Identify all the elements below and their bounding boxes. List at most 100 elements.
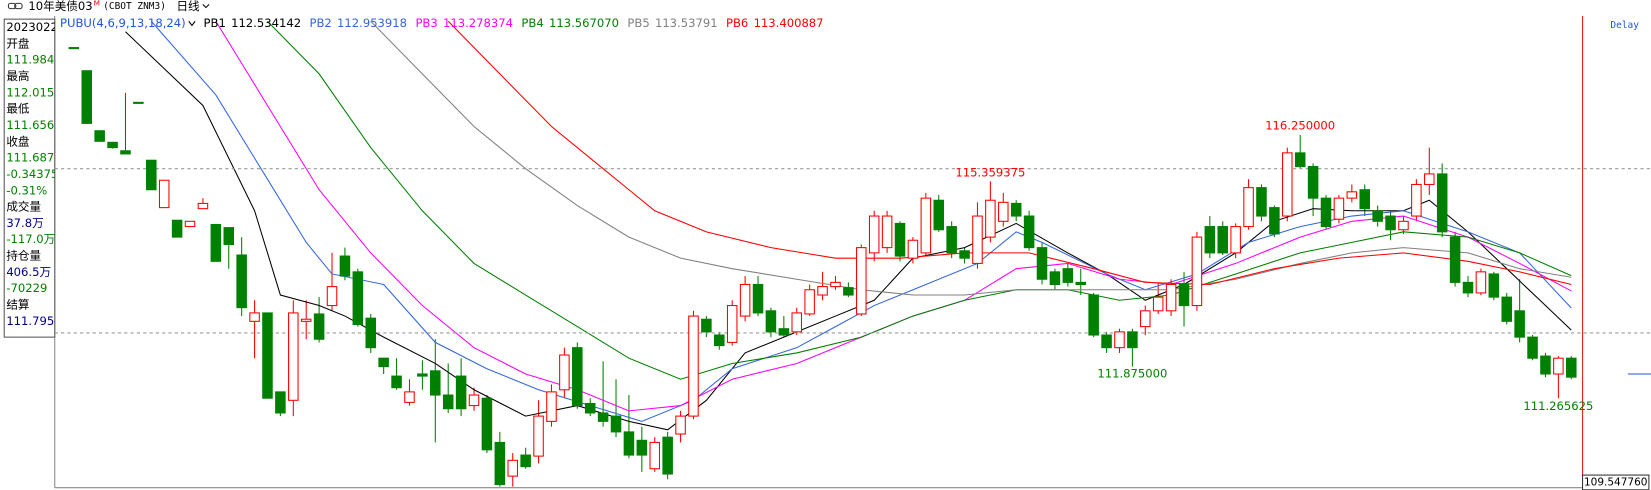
candle-body — [907, 239, 919, 259]
candle-body — [933, 199, 945, 231]
candle-body — [223, 227, 235, 245]
candle-body — [107, 141, 118, 149]
legend-name: PB1 — [204, 16, 226, 30]
candle-body — [1436, 173, 1448, 233]
legend-name: PB4 — [521, 16, 543, 30]
candle-body — [1346, 191, 1358, 199]
candle-body — [1127, 331, 1138, 349]
indicator-line — [150, 20, 1572, 422]
candle-body — [572, 347, 583, 407]
legend-name: PB3 — [415, 16, 437, 30]
info-row: 111.98437 — [6, 53, 69, 67]
candle-body — [830, 281, 841, 288]
info-row: -117.0万 — [6, 232, 55, 246]
candle-body — [1385, 215, 1396, 231]
info-row: -70229 — [6, 281, 47, 295]
info-row: 结算 — [6, 298, 29, 312]
period-selector[interactable]: 日线 — [176, 0, 200, 13]
candle-body — [1475, 271, 1487, 294]
indicator-dropdown-arrow — [188, 20, 196, 27]
candle-body — [507, 459, 519, 477]
candle-body — [662, 436, 673, 475]
candle-body — [133, 101, 144, 104]
info-row: 收盘 — [6, 134, 30, 148]
candle-body — [1527, 336, 1538, 359]
candle-body — [985, 199, 996, 238]
candle-body — [275, 391, 286, 414]
legend-value: 112.534142 — [231, 16, 301, 30]
app-icon — [7, 2, 23, 10]
candle-body — [998, 201, 1009, 222]
candle-body — [365, 317, 377, 349]
legend-name: PB2 — [309, 16, 331, 30]
candle-body — [1023, 215, 1035, 249]
candle-body — [714, 334, 725, 347]
candle-body — [262, 312, 273, 399]
info-row: -0.31% — [6, 183, 47, 197]
info-panel-text: 20230221 开盘 111.98437 最高 112.01562 最低 111.6562… — [6, 20, 69, 328]
candle-body — [1036, 247, 1048, 280]
candle-body — [856, 247, 867, 315]
indicator-name: PUBU(4,6,9,13,18,24) — [60, 16, 186, 30]
candle-body — [1398, 220, 1409, 231]
candle-body — [623, 431, 635, 456]
period-dropdown-arrow — [202, 4, 210, 9]
candle-body — [391, 375, 402, 389]
candle-body — [146, 159, 157, 191]
candle-body — [1101, 334, 1112, 349]
candle-body — [843, 287, 854, 296]
candle-body — [1152, 296, 1164, 312]
candle-body — [1269, 207, 1280, 235]
candle-body — [1333, 197, 1345, 220]
candle-body — [120, 150, 131, 155]
price-annotation: 111.265625 — [1523, 399, 1593, 413]
candle-body — [68, 47, 80, 50]
candle-body — [778, 328, 790, 336]
info-panel — [3, 18, 56, 338]
candle-body — [739, 283, 751, 317]
candle-body — [959, 250, 970, 259]
candle-body — [1256, 187, 1267, 217]
candle-body — [1488, 273, 1500, 298]
title-superscript: M — [94, 0, 100, 7]
candle-body — [184, 220, 196, 228]
candle-body — [494, 441, 506, 486]
info-row: 37.8万 — [6, 216, 43, 230]
candle-body — [197, 202, 209, 210]
candle-body — [455, 375, 467, 410]
info-row: 开盘 — [6, 36, 30, 50]
candle-body — [442, 394, 454, 410]
candle-body — [752, 283, 764, 314]
legend-name: PB5 — [627, 16, 649, 30]
legend-name: PB6 — [726, 16, 748, 30]
candle-body — [288, 312, 299, 401]
candle-body — [1372, 210, 1383, 222]
candle-body — [817, 286, 828, 296]
candle-body — [765, 310, 777, 333]
instrument-code: (CBOT ZNM3) — [103, 1, 166, 12]
candle-body — [171, 219, 183, 238]
candle-body — [584, 402, 596, 414]
legend-value: 113.53791 — [655, 16, 718, 30]
candle-body — [1217, 226, 1229, 254]
legend-value: 113.567070 — [549, 16, 619, 30]
candle-body — [1449, 236, 1461, 283]
candle-body — [1191, 236, 1203, 307]
candle-body — [1553, 357, 1564, 375]
candle-body — [1140, 310, 1151, 328]
candle-body — [1307, 166, 1319, 199]
info-row: 111.68750 — [6, 151, 69, 165]
candle-body — [1514, 310, 1525, 338]
candle-body — [313, 313, 325, 340]
legend-value: 112.953918 — [337, 16, 407, 30]
candle-body — [236, 254, 247, 309]
candle-body — [1114, 331, 1125, 349]
info-row: 112.01562 — [6, 85, 69, 99]
candle-body — [1501, 296, 1513, 322]
candle-body — [688, 315, 699, 417]
candle-body — [94, 130, 105, 142]
candle-body — [597, 412, 609, 422]
candle-body — [1075, 281, 1087, 286]
